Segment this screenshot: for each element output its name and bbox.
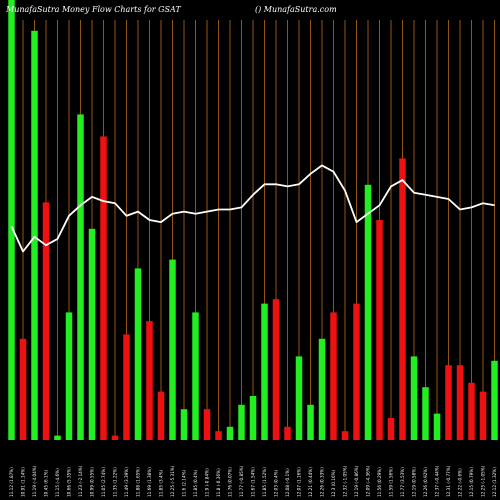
bar [491, 360, 498, 440]
bar [192, 312, 199, 440]
bar [341, 431, 349, 440]
bar [65, 312, 73, 440]
x-tick-label: 11.88 (1.65%) [136, 467, 141, 497]
x-tick-label: 12.12 (1.32%) [492, 467, 497, 497]
x-tick-label: 11.15 (-4.6%) [55, 468, 60, 497]
bar [215, 431, 222, 440]
bar [456, 365, 464, 440]
x-tick-label: 11.19 (-4.04%) [32, 465, 37, 497]
bar [261, 303, 268, 440]
bar [203, 409, 211, 440]
x-tick-label: 12.25 (-5.31%) [170, 465, 175, 497]
bar [111, 435, 119, 440]
x-tick-label: 11.6 (2.14%) [182, 469, 187, 497]
bar [479, 391, 487, 440]
bar [284, 426, 291, 440]
bar [376, 220, 383, 440]
x-tick-label: 11.59 (1.56%) [389, 467, 394, 497]
chart-header-left: MunafaSutra Money Flow Charts for GSAT [5, 5, 181, 14]
x-tick-label: 10.66 (5.35%) [67, 467, 72, 497]
x-tick-label: 11.76 (0.07%) [228, 467, 233, 497]
bar [31, 30, 38, 441]
x-tick-label: 11.35 (1.22%) [113, 467, 118, 497]
x-tick-label: 11.85 (3.4%) [159, 469, 164, 497]
bar [226, 426, 234, 440]
x-tick-label: 11.56 (0.29%) [377, 467, 382, 497]
x-tick-label: 12.15 (0.79%) [469, 467, 474, 497]
bar [54, 435, 61, 440]
bar [42, 202, 50, 440]
x-tick-label: 10.91 (1.14%) [21, 467, 26, 497]
bar [318, 338, 326, 440]
x-tick-label: 10.99 (0.55%) [90, 467, 95, 497]
bar [364, 184, 372, 440]
x-tick-label: 12.22 (-0.6%) [458, 468, 463, 497]
x-tick-label: 11.9 (-0.84%) [205, 468, 210, 497]
x-tick-label: 12.37 (-0.44%) [435, 465, 440, 497]
bar-series [8, 0, 498, 441]
bar [272, 299, 280, 440]
x-tick-label: 12.19 (-0.86%) [354, 465, 359, 497]
x-tick-label: 12.31 (-0.77%) [446, 465, 451, 497]
x-tick-label: 11.23 (-2.14%) [78, 465, 83, 497]
x-tick-label: 12.26 (0.92%) [423, 467, 428, 497]
x-tick-label: 11.49 (3.39%) [124, 467, 129, 497]
bar [123, 334, 130, 440]
x-tick-label: 11.85 (1.52%) [262, 467, 267, 497]
x-tick-label: 11.8 (-0.36%) [216, 468, 221, 497]
bar [353, 303, 360, 440]
bar [433, 413, 441, 440]
bar [330, 312, 337, 440]
x-tick-label: 11.12 (1.87%) [9, 467, 14, 497]
x-tick-label: 12.32 (-1.05%) [343, 465, 348, 497]
bar [387, 418, 395, 440]
bar [295, 356, 303, 440]
bar [134, 268, 142, 440]
bar [180, 409, 188, 440]
x-tick-label: 11.69 (1.38%) [147, 467, 152, 497]
bar [88, 228, 96, 440]
bar [249, 396, 257, 440]
bar [100, 136, 107, 440]
bar [157, 391, 165, 440]
x-tick-labels: 11.12 (1.87%) 10.91 (1.14%) 11.19 (-4.04%)… [9, 465, 497, 497]
x-tick-label: 12.08 (-0.1%) [285, 468, 290, 497]
x-tick-label: 11.77 (3.53%) [400, 467, 405, 497]
bar [19, 338, 27, 440]
bar [146, 321, 153, 440]
x-tick-label: 12.19 (0.58%) [412, 467, 417, 497]
x-tick-label: 12.25 (-1.05%) [481, 465, 486, 497]
x-tick-label: 11.67 (1.54%) [251, 467, 256, 497]
bar [422, 387, 429, 440]
x-tick-label: 12.21 (0.44%) [308, 467, 313, 497]
bar [307, 404, 314, 440]
x-tick-label: 12.3 (0.16%) [331, 469, 336, 497]
x-tick-label: 11.85 (0.4%) [193, 469, 198, 497]
x-tick-label: 11.05 (2.74%) [101, 467, 106, 497]
bar [410, 356, 418, 440]
bar [468, 382, 475, 440]
bar [169, 259, 176, 440]
x-tick-label: 12.26 (0.33%) [320, 467, 325, 497]
x-tick-label: 11.77 (-0.85%) [239, 465, 244, 497]
bar [445, 365, 452, 440]
x-tick-label: 12.07 (1.16%) [297, 467, 302, 497]
money-flow-line [10, 164, 495, 253]
bar [77, 114, 84, 441]
x-tick-label: 12.09 (-4.36%) [366, 465, 371, 497]
bar [399, 158, 406, 440]
bar [238, 404, 245, 440]
x-tick-label: 10.45 (6.1%) [44, 469, 49, 497]
x-tick-label: 12.03 (0.4%) [274, 469, 279, 497]
bar [8, 0, 15, 440]
chart-header-right: () MunafaSutra.com [255, 5, 337, 14]
